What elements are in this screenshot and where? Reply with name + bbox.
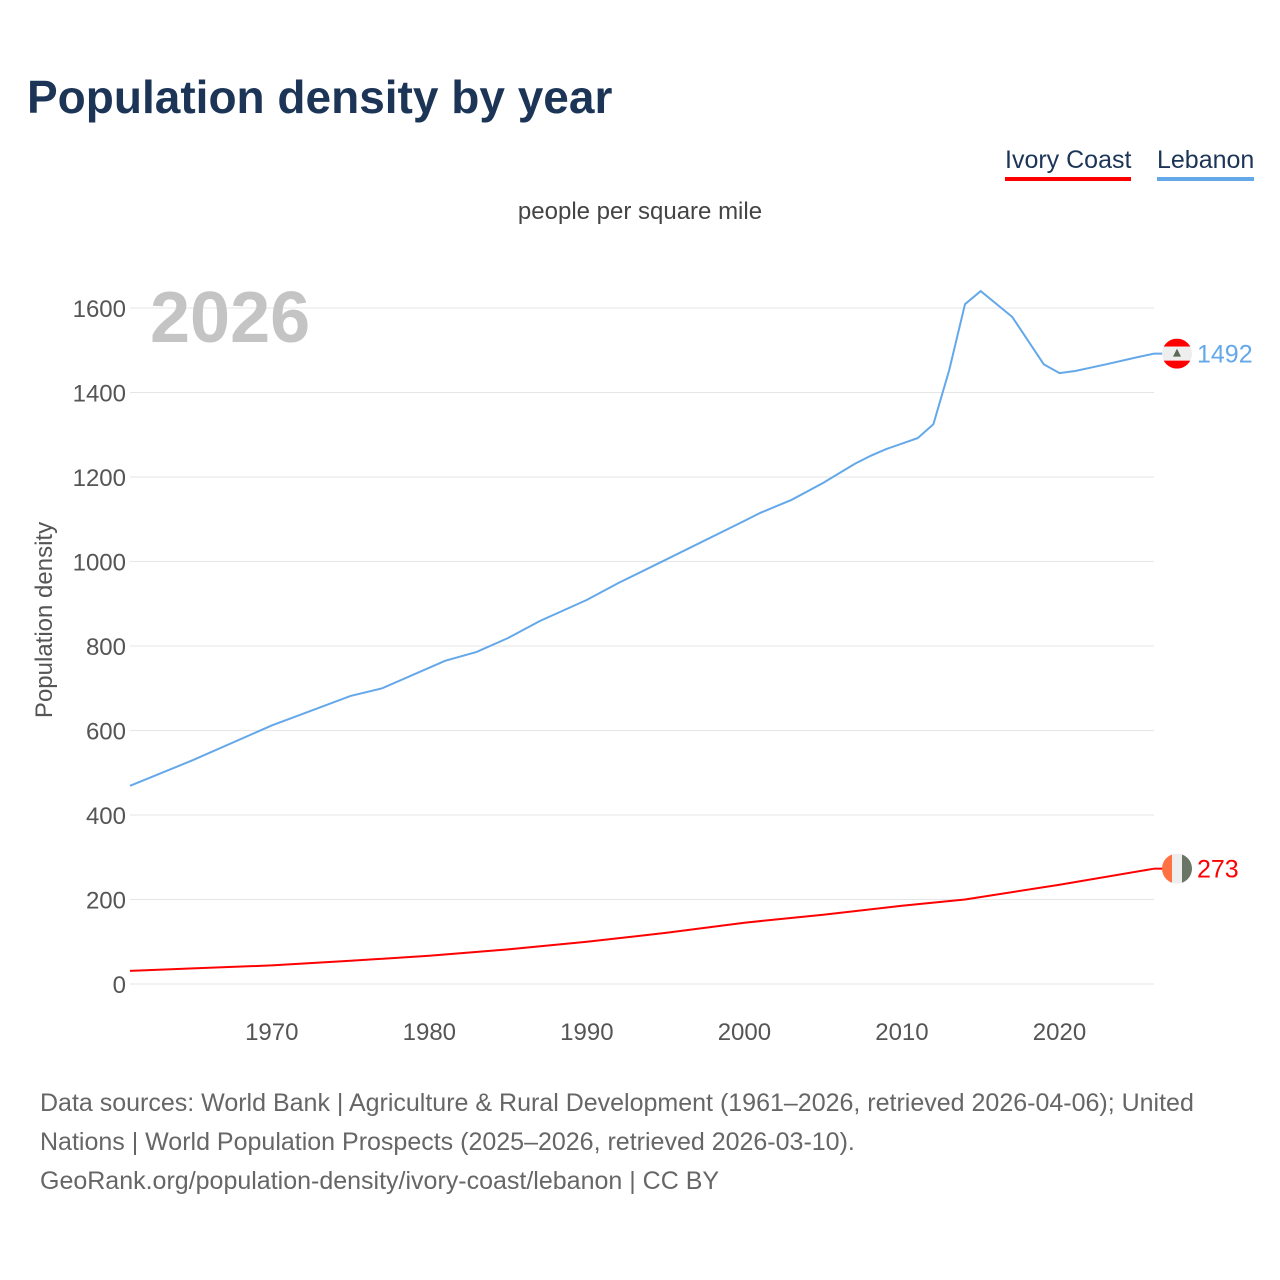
y-tick-label: 200 [86,888,126,915]
year-watermark: 2026 [150,278,310,358]
series-line-ivory-coast [129,867,1155,972]
series-line-lebanon [129,289,1155,787]
y-axis-label: Population density [31,522,58,718]
x-tick-label: 1970 [245,1019,298,1046]
end-value-label: 273 [1197,856,1239,884]
x-tick-label: 2000 [718,1019,771,1046]
page-title: Population density by year [27,71,613,123]
y-tick-label: 1000 [73,550,126,577]
ivory-coast-flag-icon [1162,853,1192,884]
y-tick-label: 1400 [73,381,126,408]
data-sources: Data sources: World Bank | Agriculture &… [40,1089,1194,1156]
y-tick-label: 1200 [73,465,126,492]
x-tick-label: 2020 [1033,1019,1086,1046]
y-tick-label: 800 [86,634,126,661]
x-tick-label: 2010 [875,1019,928,1046]
y-tick-label: 600 [86,719,126,746]
lebanon-flag-icon [1162,338,1192,369]
footer: Data sources: World Bank | Agriculture &… [40,1084,1250,1201]
y-tick-label: 400 [86,803,126,830]
chart-subtitle: people per square mile [517,198,763,225]
legend-lebanon[interactable]: Lebanon [1157,146,1255,181]
y-tick-label: 1600 [73,296,126,323]
x-tick-label: 1980 [403,1019,456,1046]
source-link[interactable]: GeoRank.org/population-density/ivory-coa… [40,1167,720,1195]
legend-ivory-coast[interactable]: Ivory Coast [1005,146,1132,181]
y-tick-label: 0 [113,972,126,999]
x-tick-label: 1990 [560,1019,613,1046]
end-value-label: 1492 [1197,341,1253,369]
